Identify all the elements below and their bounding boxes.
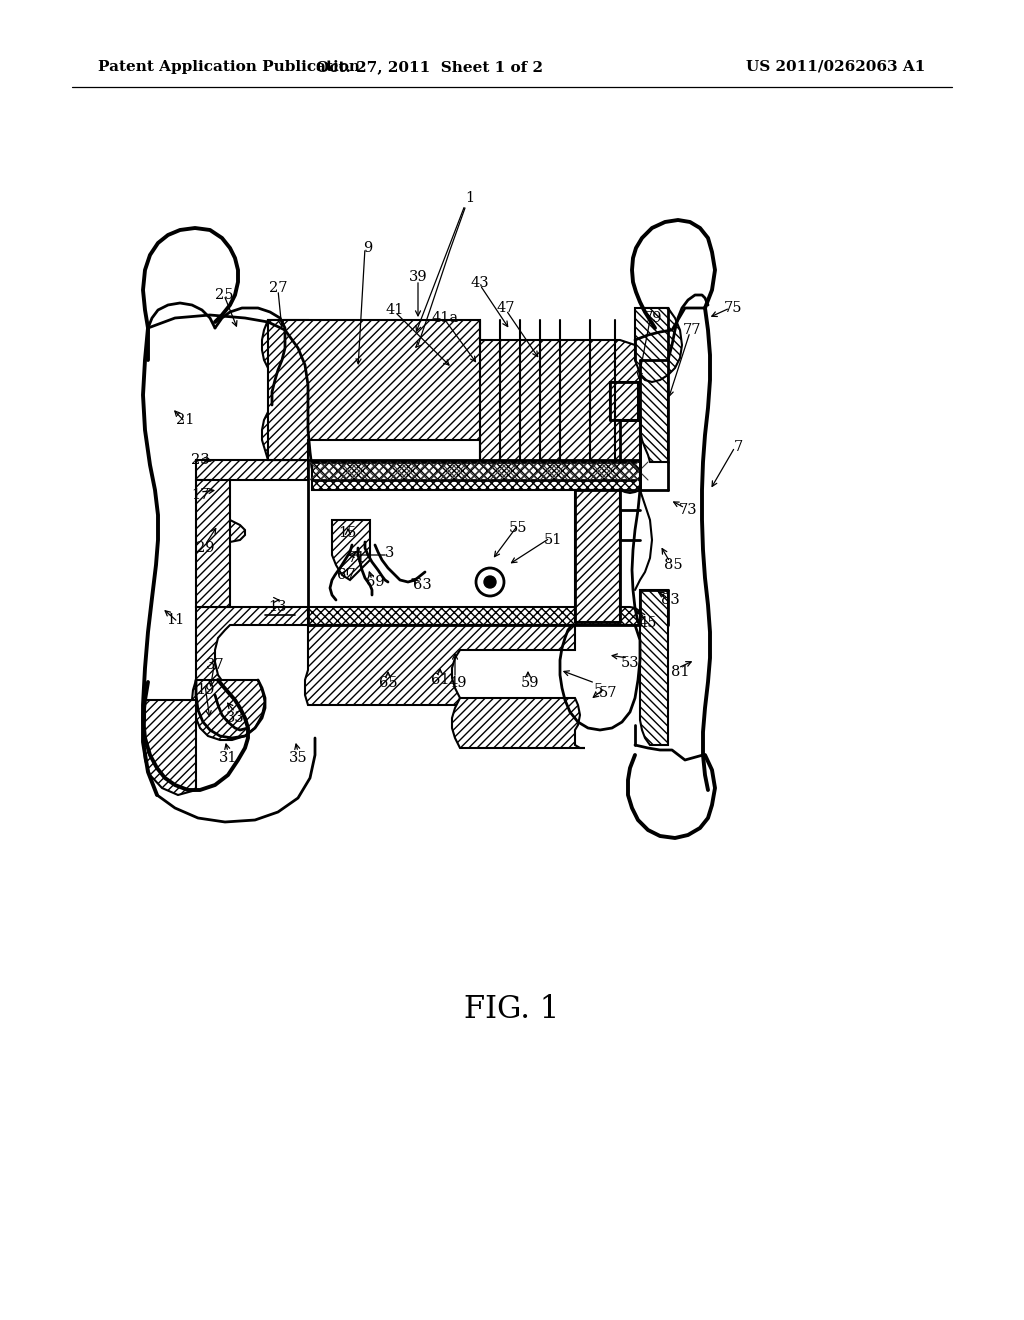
- Text: 79: 79: [644, 312, 663, 325]
- Text: 41a: 41a: [431, 312, 459, 325]
- Text: 65: 65: [379, 676, 397, 690]
- Text: 71: 71: [348, 550, 367, 565]
- Polygon shape: [196, 480, 230, 607]
- Text: Patent Application Publication: Patent Application Publication: [98, 59, 360, 74]
- Text: 21: 21: [176, 413, 195, 426]
- Polygon shape: [635, 308, 682, 381]
- Text: 13: 13: [268, 601, 288, 614]
- Text: 73: 73: [679, 503, 697, 517]
- Polygon shape: [262, 319, 308, 459]
- Polygon shape: [312, 462, 635, 480]
- Text: 37: 37: [206, 657, 224, 672]
- Text: 19: 19: [196, 682, 214, 697]
- Text: 23: 23: [190, 453, 209, 467]
- Polygon shape: [640, 590, 668, 744]
- Text: 81: 81: [671, 665, 689, 678]
- Text: 55: 55: [509, 521, 527, 535]
- Text: US 2011/0262063 A1: US 2011/0262063 A1: [745, 59, 925, 74]
- Text: 67: 67: [337, 568, 355, 582]
- Circle shape: [484, 576, 496, 587]
- Text: 69: 69: [366, 576, 384, 589]
- Polygon shape: [640, 308, 668, 462]
- Text: 77: 77: [683, 323, 701, 337]
- Polygon shape: [268, 319, 640, 462]
- Text: 63: 63: [413, 578, 431, 591]
- Text: 31: 31: [219, 751, 238, 766]
- Text: 27: 27: [268, 281, 288, 294]
- Text: 83: 83: [660, 593, 679, 607]
- Polygon shape: [196, 459, 308, 543]
- Text: 57: 57: [599, 686, 617, 700]
- Text: 39: 39: [409, 271, 427, 284]
- Text: FIG. 1: FIG. 1: [464, 994, 560, 1026]
- Text: 5: 5: [593, 682, 603, 697]
- Polygon shape: [305, 624, 575, 705]
- Polygon shape: [196, 680, 265, 741]
- Text: 33: 33: [225, 711, 245, 725]
- Text: 45: 45: [639, 616, 657, 630]
- Polygon shape: [575, 490, 620, 622]
- Polygon shape: [308, 607, 640, 624]
- Text: 15: 15: [338, 525, 356, 540]
- Text: 43: 43: [471, 276, 489, 290]
- Text: 9: 9: [364, 242, 373, 255]
- Polygon shape: [312, 462, 640, 492]
- Text: 41: 41: [386, 304, 404, 317]
- Polygon shape: [452, 698, 585, 748]
- Text: 49: 49: [449, 676, 467, 690]
- Text: 11: 11: [166, 612, 184, 627]
- Text: 1: 1: [466, 191, 474, 205]
- Text: 61: 61: [431, 673, 450, 686]
- Text: 17: 17: [190, 488, 209, 502]
- Text: 85: 85: [664, 558, 682, 572]
- Text: 59: 59: [521, 676, 540, 690]
- Text: 3: 3: [385, 546, 394, 560]
- Text: 51: 51: [544, 533, 562, 546]
- Text: 75: 75: [724, 301, 742, 315]
- Polygon shape: [143, 700, 196, 795]
- Text: 29: 29: [196, 541, 214, 554]
- Polygon shape: [610, 381, 638, 420]
- Text: 47: 47: [497, 301, 515, 315]
- Text: Oct. 27, 2011  Sheet 1 of 2: Oct. 27, 2011 Sheet 1 of 2: [316, 59, 544, 74]
- Text: 35: 35: [289, 751, 307, 766]
- Text: 53: 53: [621, 656, 639, 671]
- Polygon shape: [332, 520, 370, 579]
- Text: 25: 25: [215, 288, 233, 302]
- Text: 7: 7: [733, 440, 742, 454]
- Polygon shape: [193, 607, 308, 722]
